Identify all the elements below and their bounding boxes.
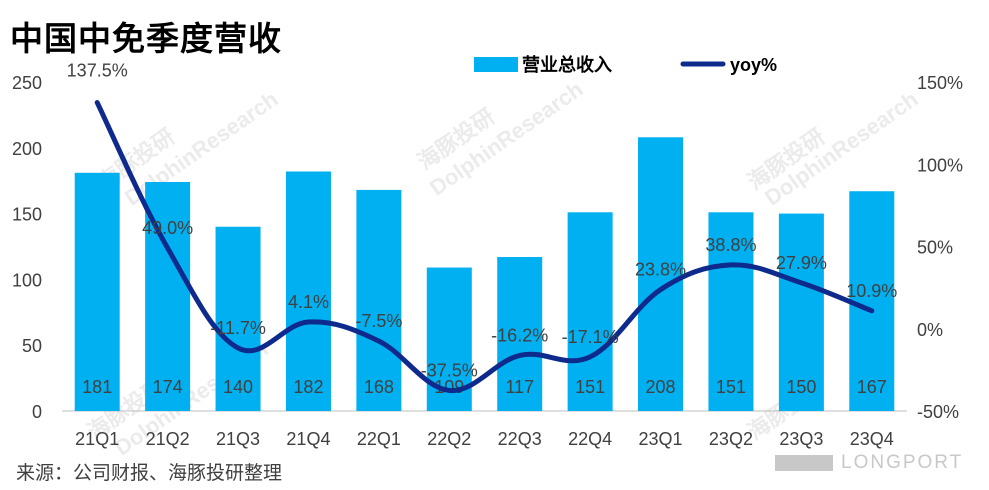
- x-tick-label: 22Q3: [498, 429, 542, 449]
- y-right-tick-label: -50%: [917, 402, 959, 422]
- bar-23Q1: [638, 137, 684, 411]
- yoy-value-label: 23.8%: [635, 260, 686, 280]
- bar-value-label: 181: [82, 377, 112, 397]
- y-right-tick-label: 150%: [917, 73, 963, 93]
- yoy-value-label: 38.8%: [705, 235, 756, 255]
- yoy-value-label: -16.2%: [491, 325, 548, 345]
- bar-23Q3: [778, 213, 824, 411]
- legend-line-label: yoy%: [730, 55, 777, 75]
- x-tick-label: 22Q2: [427, 429, 471, 449]
- bar-22Q4: [567, 212, 613, 411]
- bar-value-label: 208: [646, 377, 676, 397]
- y-left-tick-label: 250: [12, 73, 42, 93]
- bar-21Q3: [215, 226, 261, 411]
- bar-value-label: 182: [293, 377, 323, 397]
- yoy-value-label: 10.9%: [846, 281, 897, 301]
- bar-value-label: 167: [857, 377, 887, 397]
- y-left-tick-label: 50: [22, 336, 42, 356]
- bar-value-label: 117: [505, 377, 534, 397]
- bar-value-label: 174: [153, 377, 183, 397]
- x-tick-label: 21Q3: [216, 429, 260, 449]
- bar-value-label: 151: [716, 377, 746, 397]
- yoy-value-label: -17.1%: [562, 327, 619, 347]
- y-left-tick-label: 200: [12, 139, 42, 159]
- yoy-value-label: 4.1%: [288, 292, 329, 312]
- bar-23Q4: [849, 191, 895, 411]
- x-tick-label: 22Q1: [357, 429, 401, 449]
- x-tick-label: 23Q1: [639, 429, 683, 449]
- bar-value-label: 150: [786, 377, 816, 397]
- y-left-tick-label: 100: [12, 270, 42, 290]
- bar-value-label: 140: [223, 377, 253, 397]
- bar-value-label: 168: [364, 377, 394, 397]
- y-left-tick-label: 0: [32, 402, 42, 422]
- x-tick-label: 23Q2: [709, 429, 753, 449]
- chart-title: 中国中免季度营收: [10, 19, 282, 58]
- y-right-tick-label: 0%: [917, 320, 943, 340]
- yoy-value-label: -7.5%: [355, 311, 402, 331]
- yoy-value-label: -11.7%: [210, 318, 266, 338]
- x-tick-label: 21Q1: [75, 429, 119, 449]
- yoy-value-label: 27.9%: [776, 253, 827, 273]
- x-tick-label: 23Q3: [779, 429, 823, 449]
- x-tick-label: 22Q4: [568, 429, 612, 449]
- yoy-line: [94, 100, 875, 393]
- bar-21Q4: [285, 171, 331, 411]
- bar-value-label: 151: [575, 377, 605, 397]
- yoy-value-label: -37.5%: [421, 360, 478, 380]
- legend-bar-swatch: [474, 57, 518, 72]
- legend-bar-label: 营业总收入: [522, 54, 612, 76]
- bar-23Q2: [708, 212, 754, 411]
- y-right-tick-label: 50%: [917, 238, 953, 258]
- bar-21Q1: [74, 172, 120, 411]
- source-note: 来源：公司财报、海豚投研整理: [16, 462, 283, 484]
- yoy-value-label: 137.5%: [67, 61, 128, 81]
- bar-22Q1: [356, 189, 402, 411]
- x-tick-label: 21Q4: [286, 429, 330, 449]
- longport-logo: LONGPORT: [775, 452, 963, 474]
- y-left-tick-label: 150: [12, 205, 42, 225]
- yoy-value-label: 49.0%: [142, 218, 193, 238]
- x-tick-label: 23Q4: [850, 429, 894, 449]
- bar-22Q3: [497, 257, 543, 411]
- y-right-tick-label: 100%: [917, 155, 963, 175]
- x-tick-label: 21Q2: [146, 429, 190, 449]
